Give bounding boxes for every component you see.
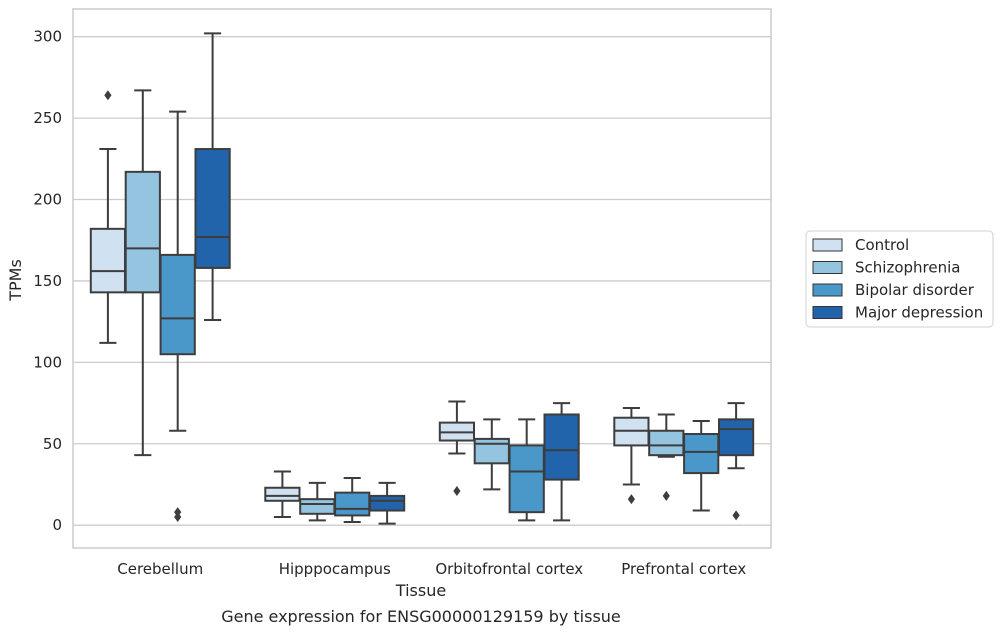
box-major-depression: [543, 402, 580, 522]
box-control: [438, 400, 476, 497]
box-body: [648, 429, 685, 457]
legend-swatch: [812, 261, 843, 274]
box-body: [264, 486, 301, 502]
legend-label: Bipolar disorder: [855, 281, 975, 299]
box-body: [299, 498, 336, 515]
y-tick-label: 300: [33, 28, 62, 46]
box-control: [89, 90, 127, 344]
box-major-depression: [717, 402, 755, 521]
legend-label: Major depression: [855, 304, 983, 322]
y-tick-label: 50: [43, 435, 62, 453]
x-tick-label: Cerebellum: [117, 560, 203, 578]
box-schizophrenia: [473, 418, 510, 491]
box-bipolar-disorder: [683, 419, 720, 512]
box-body: [89, 227, 127, 294]
x-tick-label: Prefrontal cortex: [621, 560, 746, 578]
box-major-depression: [194, 32, 231, 322]
box-body: [508, 444, 545, 514]
box-schizophrenia: [124, 89, 161, 457]
box-bipolar-disorder: [334, 476, 371, 523]
y-axis-label: TPMs: [6, 259, 25, 302]
plot-frame: [72, 8, 772, 549]
outlier-point: [732, 510, 740, 521]
outlier-point: [174, 512, 182, 523]
box-schizophrenia: [648, 413, 685, 501]
box-body: [473, 437, 510, 465]
y-tick-label: 250: [33, 109, 62, 127]
chart-caption: Gene expression for ENSG00000129159 by t…: [221, 607, 621, 626]
box-body: [683, 433, 720, 475]
y-tick-label: 100: [33, 353, 62, 371]
legend-swatch: [812, 238, 843, 252]
box-control: [613, 406, 650, 505]
box-bipolar-disorder: [508, 418, 545, 522]
legend-label: Schizophrenia: [855, 259, 960, 277]
box-schizophrenia: [299, 481, 336, 522]
x-tick-label: Hipppocampus: [279, 560, 391, 578]
box-body: [124, 170, 161, 294]
legend-frame: [805, 230, 994, 328]
outlier-point: [662, 490, 670, 501]
box-body: [194, 148, 231, 269]
box-body: [159, 253, 196, 356]
box-control: [264, 470, 301, 519]
x-tick-label: Orbitofrontal cortex: [435, 560, 583, 578]
legend-swatch: [812, 306, 843, 319]
box-body: [334, 491, 371, 517]
legend-swatch: [812, 283, 843, 297]
outlier-point: [627, 494, 635, 505]
legend: Control Schizophrenia Bipolar disorder Majo…: [805, 230, 994, 328]
outlier-point: [453, 486, 461, 497]
axes: 0 50 100 150 200 250 300 Cerebellum Hipppocampus…: [33, 8, 772, 578]
box-body: [717, 418, 755, 457]
box-bipolar-disorder: [159, 110, 196, 523]
legend-label: Control: [855, 236, 909, 254]
boxes: [89, 32, 755, 525]
y-tick-label: 200: [33, 191, 62, 209]
outlier-point: [104, 90, 112, 101]
box-body: [543, 413, 580, 481]
box-body: [368, 494, 406, 512]
box-major-depression: [368, 481, 406, 525]
y-tick-label: 150: [33, 272, 62, 290]
x-axis-label: Tissue: [395, 581, 446, 600]
y-tick-label: 0: [52, 516, 62, 534]
